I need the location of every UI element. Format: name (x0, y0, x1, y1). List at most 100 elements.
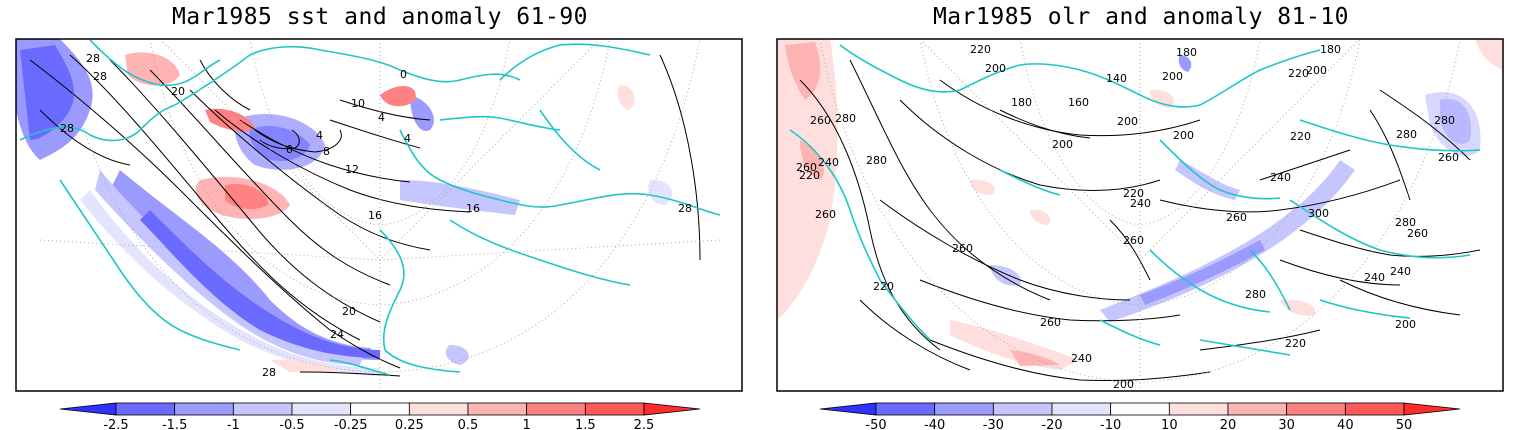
colorbar-tick-label: 40 (1337, 418, 1354, 430)
right-contour-label: 260 (810, 114, 831, 127)
colorbar-tick-label: -2.5 (103, 418, 128, 430)
right-pos-center (970, 179, 995, 195)
colorbar-swatch (992, 402, 1053, 416)
right-map-frame (776, 38, 1504, 392)
colorbar-tick-label: 1.5 (575, 418, 596, 430)
right-contour-label: 240 (818, 156, 839, 169)
left-contour-label: 0 (286, 143, 293, 156)
colorbar-tick-label: 10 (1161, 418, 1178, 430)
colorbar-swatch (526, 402, 586, 416)
left-map-frame (15, 38, 743, 392)
right-pos-south (950, 320, 1080, 370)
left-pos-labrador (125, 52, 180, 86)
colorbar-swatch (291, 402, 352, 416)
right-contour-label: 220 (1123, 187, 1144, 200)
right-contour-label: 240 (1364, 271, 1385, 284)
right-contour-label: 280 (1245, 288, 1266, 301)
colorbar-swatch (875, 402, 936, 416)
left-outer-arc-right (380, 39, 742, 391)
colorbar-swatch (1227, 402, 1288, 416)
left-contour-label: 24 (330, 328, 344, 341)
right-contour-label: 240 (1130, 197, 1151, 210)
left-contour-label: 10 (351, 97, 365, 110)
right-contour-label: 260 (1226, 211, 1247, 224)
colorbar-tick-label: -50 (865, 418, 886, 430)
right-neg-band (1100, 160, 1355, 322)
colorbar-swatch (174, 402, 234, 416)
right-contour-label: 280 (1395, 216, 1416, 229)
left-coastlines (19, 39, 721, 376)
right-contour-label: 280 (1396, 128, 1417, 141)
right-positive-anomaly (777, 39, 1503, 370)
left-contour-label: 4 (316, 129, 323, 142)
colorbar-right-arrow (1403, 402, 1461, 416)
right-contour-label: 240 (1270, 171, 1291, 184)
right-contour-label: 260 (1040, 316, 1061, 329)
colorbar-swatch (934, 402, 994, 416)
left-panel-title: Mar1985 sst and anomaly 61-90 (171, 4, 589, 30)
right-contour-label: 220 (1288, 67, 1309, 80)
colorbar-right-arrow (643, 402, 701, 416)
left-map: 28 28 28 20 0 4 4 8 12 16 16 10 0 4 20 2… (15, 38, 743, 392)
left-pos-north (380, 85, 416, 107)
left-contour-label: 28 (93, 70, 107, 83)
colorbar-swatch (115, 402, 176, 416)
colorbar-tick-label: 2.5 (634, 418, 655, 430)
colorbar-swatch (467, 402, 528, 416)
right-grid (819, 39, 1461, 391)
left-contour-labels: 28 28 28 20 0 4 4 8 12 16 16 10 0 4 20 2… (60, 52, 692, 379)
left-colorbar: -2.5 -1.5 -1 -0.5 -0.25 0.25 0.5 1 1.5 2.5 (59, 402, 701, 430)
right-contour-label: 260 (1123, 234, 1144, 247)
right-pos-south-core (1010, 350, 1060, 366)
right-contour-label: 200 (1113, 378, 1134, 391)
colorbar-tick-label: 0.25 (395, 418, 424, 430)
right-contour-label: 200 (1306, 64, 1327, 77)
left-neg-band-c (140, 210, 380, 358)
right-contour-labels: 220 200 180 200 180 220 200 140 160 180 … (796, 43, 1459, 391)
left-pos-nao-edge (205, 108, 255, 132)
colorbar-tick-label: -10 (1100, 418, 1121, 430)
right-contour-label: 180 (1176, 46, 1197, 59)
right-contour-label: 200 (1173, 129, 1194, 142)
colorbar-tick-label: -1 (227, 418, 240, 430)
colorbar-left-arrow (819, 402, 877, 416)
left-contour-label: 4 (404, 132, 411, 145)
left-contours (29, 54, 701, 377)
right-contour-label: 200 (1162, 70, 1183, 83)
colorbar-left-arrow (59, 402, 117, 416)
right-contour-label: 280 (866, 154, 887, 167)
colorbar-swatch (584, 402, 645, 416)
left-contour-label: 16 (368, 209, 382, 222)
right-contour-label: 300 (1308, 207, 1329, 220)
right-pos-se (1280, 299, 1316, 316)
right-contour-label: 260 (1438, 151, 1459, 164)
left-neg-west-core (20, 45, 75, 140)
left-contour-label: 28 (262, 366, 276, 379)
right-neg-east-light (1425, 92, 1481, 156)
right-pos-east (1475, 39, 1503, 70)
right-contour-label: 260 (952, 242, 973, 255)
left-grid (39, 39, 721, 391)
right-contour-label: 240 (1071, 352, 1092, 365)
right-pos-westcoast-core (785, 42, 821, 100)
right-contour-label: 280 (1434, 114, 1455, 127)
right-negative-anomaly (990, 55, 1481, 322)
colorbar-swatch (1168, 402, 1229, 416)
colorbar-swatch (408, 402, 469, 416)
colorbar-tick-label: 20 (1220, 418, 1237, 430)
right-contour-label: 200 (985, 62, 1006, 75)
right-contour-label: 280 (835, 112, 856, 125)
right-contour-label: 260 (815, 208, 836, 221)
right-contour-label: 220 (799, 169, 820, 182)
right-contour-label: 180 (1011, 96, 1032, 109)
right-colorbar: -50 -40 -30 -20 -10 10 20 30 40 50 (819, 402, 1461, 430)
right-contour-label: 220 (1285, 337, 1306, 350)
colorbar-swatch (1344, 402, 1405, 416)
left-contour-label: 28 (60, 122, 74, 135)
colorbar-swatch (1286, 402, 1346, 416)
colorbar-tick-label: 0.5 (458, 418, 479, 430)
right-contour-label: 200 (1395, 318, 1416, 331)
left-neg-band-a (110, 170, 380, 360)
right-contour-label: 260 (1407, 227, 1428, 240)
